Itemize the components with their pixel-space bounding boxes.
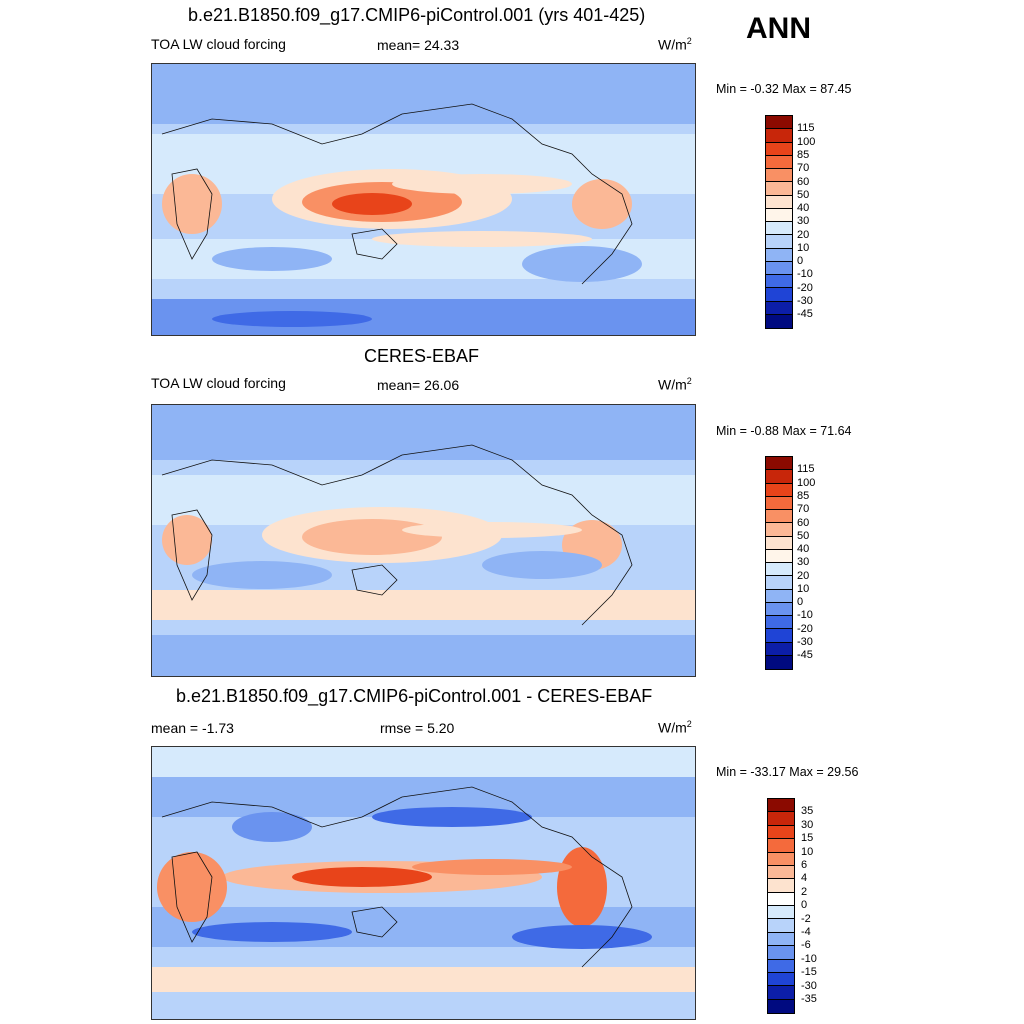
panel2-colorbar-tick: 40 (797, 543, 810, 555)
panel3-colorbar-tick: 15 (801, 832, 814, 844)
panel3-units: W/m2 (658, 719, 692, 736)
panel1-colorbar-tick: 20 (797, 229, 810, 241)
panel3-title: b.e21.B1850.f09_g17.CMIP6-piControl.001 … (176, 686, 653, 706)
panel2-colorbar-tick: 100 (797, 477, 816, 489)
panel1-colorbar-tick: -45 (797, 308, 813, 320)
panel2-title: CERES-EBAF (364, 346, 480, 366)
panel3-colorbar-tick: 4 (801, 872, 808, 884)
panel2-colorbar-tick: -10 (797, 609, 813, 621)
panel3-colorbar-tick: 0 (801, 899, 808, 911)
panel3-colorbar-tick: -35 (801, 993, 817, 1005)
panel3-colorbar-tick: -30 (801, 980, 817, 992)
panel3-colorbar-tick: -10 (801, 953, 817, 965)
panel1-colorbar (765, 115, 793, 329)
panel3-minmax: Min = -33.17 Max = 29.56 (716, 765, 859, 779)
panel1-colorbar-tick: 60 (797, 176, 810, 188)
panel2-colorbar-tick: -20 (797, 623, 813, 635)
panel2-colorbar-tick: -45 (797, 649, 813, 661)
panel2-variable-label: TOA LW cloud forcing (151, 375, 286, 391)
panel3-colorbar-tick: -6 (801, 939, 811, 951)
panel1-colorbar-tick: 70 (797, 162, 810, 174)
panel1-units: W/m2 (658, 36, 692, 53)
panel3-colorbar-tick: -15 (801, 966, 817, 978)
panel3-colorbar-tick: 35 (801, 805, 814, 817)
panel1-minmax: Min = -0.32 Max = 87.45 (716, 82, 852, 96)
panel2-colorbar-tick: 60 (797, 517, 810, 529)
panel1-colorbar-tick: 50 (797, 189, 810, 201)
panel2-colorbar-tick: 20 (797, 570, 810, 582)
panel2-colorbar-tick: 30 (797, 556, 810, 568)
panel2-colorbar-tick: 85 (797, 490, 810, 502)
panel3-colorbar-tick: 10 (801, 846, 814, 858)
panel1-colorbar-tick: 115 (797, 122, 815, 134)
panel3-map (151, 746, 696, 1020)
panel3-colorbar-tick: 6 (801, 859, 808, 871)
panel1-colorbar-tick: 0 (797, 255, 804, 267)
panel2-colorbar-tick: 115 (797, 463, 815, 475)
panel3-rmse-label: rmse = 5.20 (380, 720, 455, 736)
panel1-title: b.e21.B1850.f09_g17.CMIP6-piControl.001 … (188, 5, 646, 25)
panel3-colorbar-tick: 2 (801, 886, 808, 898)
panel1-colorbar-tick: -30 (797, 295, 813, 307)
panel1-colorbar-tick: 40 (797, 202, 810, 214)
panel3-colorbar-tick: -4 (801, 926, 811, 938)
panel2-colorbar-tick: 10 (797, 583, 810, 595)
panel3-colorbar-tick: -2 (801, 913, 811, 925)
panel1-colorbar-tick: 10 (797, 242, 810, 254)
panel1-colorbar-tick: 85 (797, 149, 810, 161)
panel1-colorbar-tick: -10 (797, 268, 813, 280)
panel2-colorbar-tick: 0 (797, 596, 804, 608)
panel2-mean-label: mean= 26.06 (377, 377, 460, 393)
panel1-map (151, 63, 696, 336)
panel2-colorbar-tick: -30 (797, 636, 813, 648)
panel1-mean-label: mean= 24.33 (377, 37, 460, 53)
panel2-colorbar-tick: 50 (797, 530, 810, 542)
panel2-minmax: Min = -0.88 Max = 71.64 (716, 424, 852, 438)
panel1-colorbar-tick: -20 (797, 282, 813, 294)
panel1-variable-label: TOA LW cloud forcing (151, 36, 286, 52)
panel3-colorbar (767, 798, 795, 1014)
panel3-mean-label: mean = -1.73 (151, 720, 234, 736)
panel3-colorbar-tick: 30 (801, 819, 814, 831)
panel1-colorbar-tick: 100 (797, 136, 816, 148)
season-label: ANN (746, 12, 811, 45)
panel2-colorbar-tick: 70 (797, 503, 810, 515)
panel2-units: W/m2 (658, 376, 692, 393)
panel2-colorbar (765, 456, 793, 670)
panel2-map (151, 404, 696, 677)
panel1-colorbar-tick: 30 (797, 215, 810, 227)
